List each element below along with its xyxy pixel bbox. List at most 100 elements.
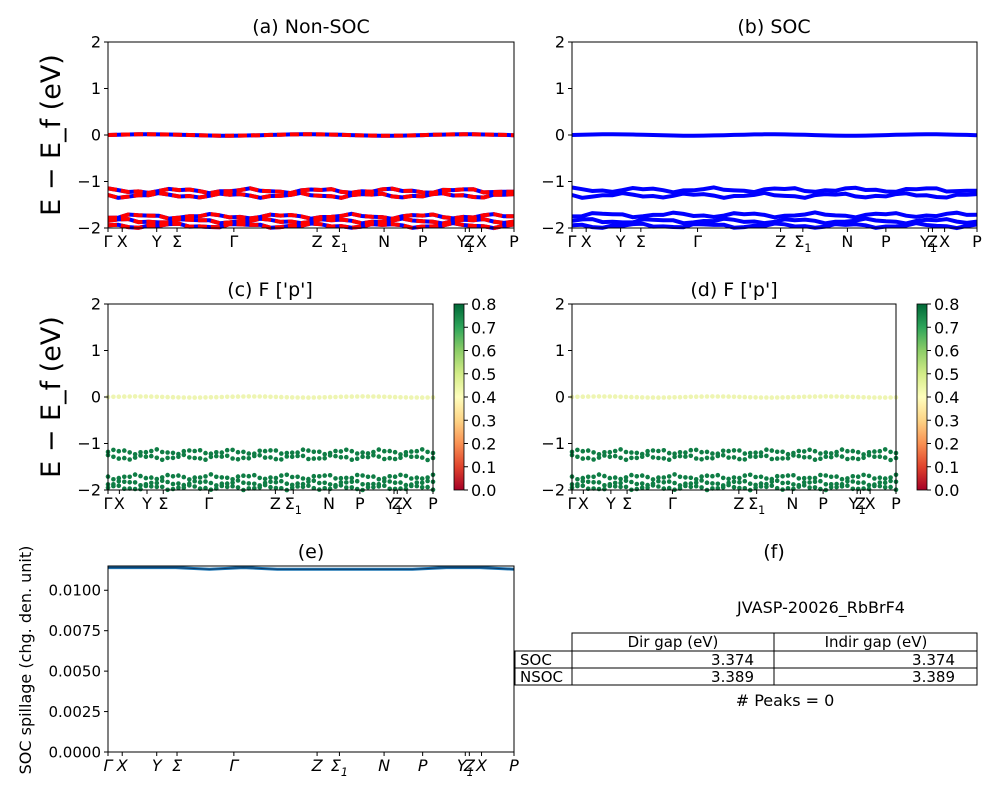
band-point [672, 480, 677, 486]
band-point [273, 479, 279, 485]
band-point [666, 395, 672, 400]
band-point [127, 480, 132, 485]
band-point [279, 478, 284, 484]
panel-c-frame [107, 303, 434, 491]
band-point [197, 395, 203, 400]
band-point [219, 475, 225, 480]
band-line-spin-down [107, 211, 515, 221]
band-point [165, 472, 170, 478]
band-point [414, 475, 420, 481]
band-point [666, 474, 672, 479]
y-tick-label: 1 [555, 79, 565, 98]
band-point [629, 394, 634, 400]
band-point [623, 478, 629, 484]
band-point [230, 477, 235, 482]
panel-a-title: (a) Non-SOC [252, 16, 370, 38]
band-point [834, 474, 839, 479]
band-point [666, 479, 672, 484]
band-point [623, 457, 629, 463]
band-point [747, 454, 753, 459]
band-point [241, 449, 246, 455]
band-point [861, 395, 866, 400]
band-point [387, 455, 393, 461]
panel-e-xticks: Γ X Y Σ Γ Z Σ1 N P Y1Z X P [104, 752, 519, 779]
band-point [197, 448, 203, 453]
panel-b-title: (b) SOC [737, 16, 810, 38]
band-point [780, 480, 785, 486]
band-point [392, 486, 398, 492]
band-point [333, 453, 338, 459]
x-tick-label: Σ [158, 494, 168, 513]
band-point [720, 475, 726, 481]
band-point [575, 477, 580, 482]
band-point [602, 453, 607, 458]
band-point [111, 447, 116, 453]
band-point [774, 449, 780, 455]
band-point [192, 395, 197, 400]
panel-d-frame [571, 303, 897, 491]
band-point [580, 448, 586, 454]
band-point [672, 472, 677, 477]
band-point [349, 457, 355, 463]
band-point [747, 472, 753, 478]
band-point [300, 447, 306, 453]
band-point [371, 484, 376, 490]
band-point [877, 448, 883, 454]
band-point [235, 478, 241, 483]
band-point [769, 479, 775, 485]
band-point [818, 451, 823, 456]
band-point [224, 484, 230, 490]
band-point [252, 481, 257, 487]
band-point [414, 395, 420, 400]
panel-e-title: (e) [298, 541, 325, 563]
x-tick-label: Z [927, 232, 938, 251]
panel-b: (b) SOC 210−1−2 Γ X Y Σ Γ Z Σ1 N P Y1Z X P [541, 16, 982, 255]
panel-e-ylabel: SOC spillage (chg. den. unit) [16, 546, 35, 775]
band-point [672, 454, 677, 460]
band-point [165, 394, 170, 400]
band-point [354, 451, 360, 456]
band-point [127, 457, 132, 462]
band-point [882, 455, 888, 460]
band-point [403, 395, 409, 400]
band-point [710, 473, 715, 479]
x-tick-label: Z [775, 232, 786, 251]
band-point [327, 473, 333, 478]
band-line-spin-down [107, 186, 514, 196]
band-point [845, 394, 850, 400]
band-point [360, 482, 365, 487]
panel-a-yticks: 2 1 0 −1 −2 [77, 33, 108, 238]
band-point [677, 453, 683, 459]
x-tick-label: Γ [668, 494, 677, 513]
band-point [731, 394, 737, 400]
band-point [618, 484, 623, 490]
band-point [111, 477, 116, 482]
band-point [774, 485, 780, 491]
band-point [116, 456, 122, 461]
band-point [398, 472, 403, 478]
panel-c-yticks: 2 1 0 −1 −2 [77, 295, 108, 500]
band-point [812, 479, 818, 485]
band-point [602, 394, 607, 399]
band-point [796, 394, 802, 400]
band-point [306, 395, 311, 400]
band-point [650, 395, 656, 400]
x-tick-label: P [418, 756, 428, 775]
band-point [726, 394, 731, 399]
band-point [295, 484, 300, 489]
band-point [392, 456, 398, 462]
x-tick-label: Z [464, 232, 475, 251]
band-point [585, 455, 591, 461]
band-point [693, 394, 699, 400]
band-line-bands [571, 190, 978, 200]
panel-b-frame [571, 41, 978, 229]
band-point [122, 394, 127, 399]
y-tick-label: 0 [555, 388, 565, 407]
band-point [818, 472, 823, 478]
table-header-dir-gap: Dir gap (eV) [628, 633, 719, 651]
band-point [704, 394, 710, 399]
band-point [612, 448, 618, 454]
band-point [650, 477, 656, 482]
